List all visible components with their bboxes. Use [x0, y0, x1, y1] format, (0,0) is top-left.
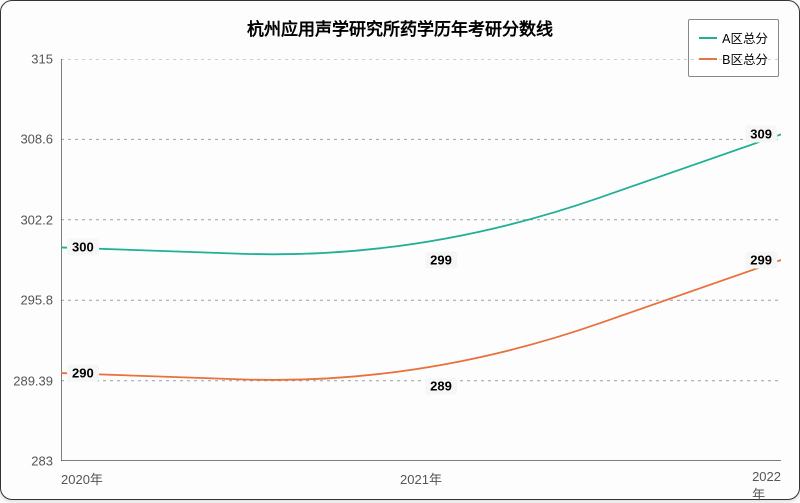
y-tick-label: 283 — [31, 454, 53, 469]
chart-title: 杭州应用声学研究所药学历年考研分数线 — [1, 15, 799, 40]
x-tick-label: 2022年 — [752, 469, 781, 503]
point-label: 290 — [67, 365, 99, 382]
point-label: 299 — [425, 252, 457, 269]
legend-label-a: A区总分 — [722, 28, 768, 47]
point-label: 300 — [67, 239, 99, 256]
y-tick-label: 295.8 — [20, 293, 53, 308]
x-tick-label: 2021年 — [400, 469, 442, 488]
y-tick-label: 308.6 — [20, 132, 53, 147]
y-tick-label: 315 — [31, 52, 53, 67]
point-label: 309 — [745, 126, 777, 143]
x-tick-label: 2020年 — [61, 469, 103, 488]
y-tick-label: 302.2 — [20, 212, 53, 227]
chart-container: 杭州应用声学研究所药学历年考研分数线 A区总分 B区总分 283289.3929… — [0, 0, 800, 500]
point-label: 289 — [425, 377, 457, 394]
plot-svg — [61, 59, 781, 461]
point-label: 299 — [745, 252, 777, 269]
legend-item-a: A区总分 — [699, 28, 768, 47]
y-tick-label: 289.39 — [13, 373, 53, 388]
legend-swatch-a — [699, 37, 717, 39]
